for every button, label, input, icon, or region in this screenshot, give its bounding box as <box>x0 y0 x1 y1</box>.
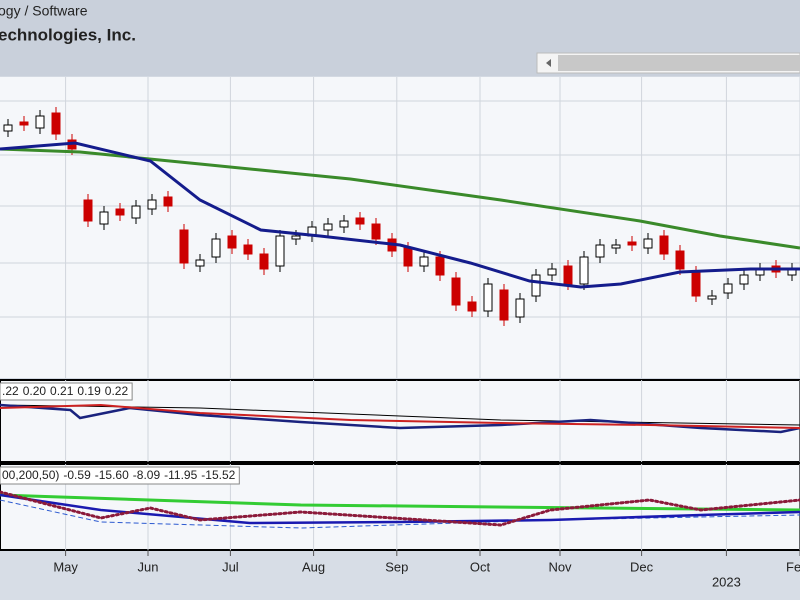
x-tick-label: Fe <box>786 559 800 574</box>
legend-entry: .22 <box>2 384 19 398</box>
candle-body <box>483 283 493 312</box>
candle-body <box>115 208 125 216</box>
legend-entry: 0.20 <box>23 384 47 398</box>
candle-body <box>739 274 749 285</box>
line-series <box>0 141 800 289</box>
legend-entry: 00,200,50) <box>2 468 59 482</box>
candle-body <box>419 256 429 267</box>
candle-body <box>563 265 573 285</box>
x-tick-label: Oct <box>470 559 491 574</box>
x-tick-label: Nov <box>548 559 572 574</box>
x-tick-label: Dec <box>630 559 654 574</box>
candle-body <box>131 205 141 219</box>
candle-body <box>323 223 333 231</box>
legend-entry: -8.09 <box>133 468 161 482</box>
candle-body <box>675 250 685 270</box>
x-tick-label: 2023 <box>712 574 741 589</box>
scroll-thumb[interactable] <box>558 55 800 71</box>
candle-body <box>99 211 109 225</box>
candle-body <box>211 238 221 258</box>
legend-entry: -15.52 <box>201 468 235 482</box>
candle-body <box>163 196 173 207</box>
candle-body <box>707 295 717 300</box>
candle-body <box>371 223 381 240</box>
company-name: echnologies, Inc. <box>0 25 136 44</box>
x-tick-label: Sep <box>385 559 408 574</box>
candle-body <box>19 121 29 126</box>
x-tick-label: May <box>53 559 78 574</box>
candle-body <box>659 235 669 255</box>
candle-body <box>259 253 269 270</box>
candle-body <box>579 256 589 285</box>
candle-body <box>595 244 605 258</box>
legend-entry: 0.22 <box>105 384 129 398</box>
candle-body <box>227 235 237 249</box>
candle-body <box>435 256 445 276</box>
candle-body <box>403 247 413 267</box>
line-series <box>0 403 800 434</box>
candle-body <box>243 244 253 255</box>
candle-body <box>643 238 653 249</box>
legend-entry: -15.60 <box>95 468 129 482</box>
candle-body <box>515 298 525 318</box>
line-series <box>0 403 800 429</box>
candle-body <box>83 199 93 222</box>
line-series <box>0 493 800 525</box>
candle-body <box>531 274 541 297</box>
candle-body <box>611 244 621 249</box>
x-tick-label: Jun <box>138 559 159 574</box>
sector-label: ogy / Software <box>0 3 88 19</box>
line-series <box>0 147 800 250</box>
candle-body <box>451 277 461 306</box>
candle-body <box>499 289 509 321</box>
line-series <box>0 490 800 527</box>
legend-entry: 0.21 <box>50 384 74 398</box>
candle-body <box>3 124 13 132</box>
scroll-arrow[interactable] <box>546 59 551 67</box>
candle-body <box>627 241 637 246</box>
x-tick-label: Aug <box>302 559 325 574</box>
legend-box <box>0 466 240 485</box>
candle-body <box>51 112 61 135</box>
legend: .22 0.20 0.21 0.19 0.22 <box>0 382 133 401</box>
candle-body <box>355 217 365 225</box>
line-series <box>0 404 800 426</box>
candle-body <box>723 283 733 294</box>
legend-entry: -11.95 <box>164 468 197 482</box>
x-tick-label: Jul <box>222 559 239 574</box>
panel <box>0 464 800 550</box>
candle-body <box>275 235 285 267</box>
x-axis-band <box>0 551 800 600</box>
panel <box>0 77 800 378</box>
candle-body <box>691 271 701 297</box>
panel <box>0 380 800 462</box>
legend-entry: -0.59 <box>63 468 91 482</box>
legend: 00,200,50) -0.59 -15.60 -8.09 -11.95 -15.52 <box>0 466 240 485</box>
candle-body <box>179 229 189 264</box>
candle-body <box>147 199 157 210</box>
candle-body <box>339 220 349 228</box>
candle-body <box>195 259 205 267</box>
candle-body <box>35 115 45 129</box>
legend-box <box>0 382 133 401</box>
candle-body <box>291 235 301 240</box>
line-series <box>0 493 800 512</box>
candle-body <box>547 268 557 276</box>
legend-entry: 0.19 <box>77 384 101 398</box>
candle-body <box>467 301 477 312</box>
